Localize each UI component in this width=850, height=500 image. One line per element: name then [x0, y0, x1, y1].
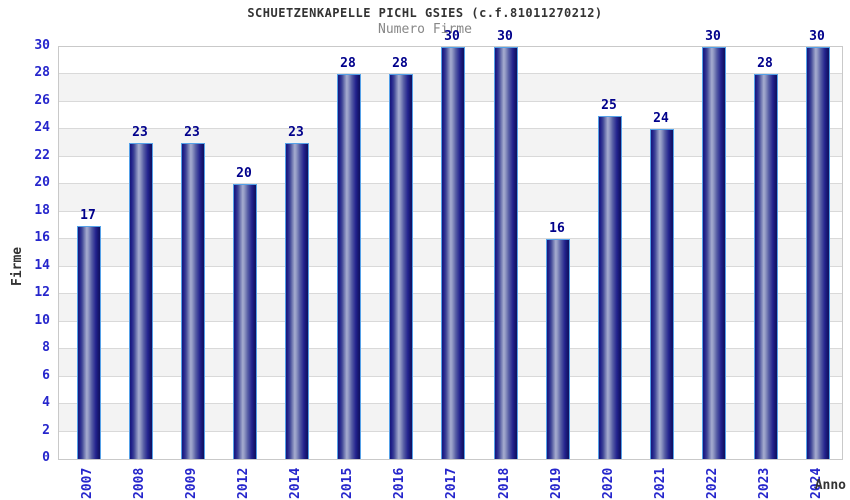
y-tick-4: 4	[42, 395, 50, 410]
x-axis-title: Anno	[814, 478, 846, 493]
x-tick-2021: 2021	[653, 467, 668, 499]
x-tick-2020: 2020	[601, 467, 616, 499]
bar-2017	[441, 47, 465, 459]
y-axis-title: Firme	[10, 246, 25, 286]
y-tick-10: 10	[34, 313, 50, 328]
bar-2008	[129, 143, 153, 459]
x-tick-2022: 2022	[705, 467, 720, 499]
x-tick-2023: 2023	[757, 467, 772, 499]
bar-2007	[77, 226, 101, 459]
bar-2009	[181, 143, 205, 459]
y-tick-26: 26	[34, 93, 50, 108]
x-tick-2019: 2019	[549, 467, 564, 499]
y-tick-6: 6	[42, 368, 50, 383]
chart-title: SCHUETZENKAPELLE PICHL GSIES (c.f.810112…	[247, 6, 603, 20]
bar-2024	[806, 47, 830, 459]
bar-2021	[650, 129, 674, 459]
x-tick-2018: 2018	[497, 467, 512, 499]
bar-2020	[598, 116, 622, 459]
bar-2019	[546, 239, 570, 459]
y-tick-0: 0	[42, 450, 50, 465]
y-tick-12: 12	[34, 285, 50, 300]
bar-2018	[494, 47, 518, 459]
y-tick-8: 8	[42, 340, 50, 355]
chart-subtitle: Numero Firme	[378, 22, 472, 37]
y-tick-30: 30	[34, 38, 50, 53]
bar-2012	[233, 184, 257, 459]
bar-2014	[285, 143, 309, 459]
x-tick-2012: 2012	[236, 467, 251, 499]
x-tick-2009: 2009	[184, 467, 199, 499]
y-tick-28: 28	[34, 65, 50, 80]
y-tick-22: 22	[34, 148, 50, 163]
bar-2023	[754, 74, 778, 459]
bar-2015	[337, 74, 361, 459]
y-tick-20: 20	[34, 175, 50, 190]
y-tick-24: 24	[34, 120, 50, 135]
x-tick-2015: 2015	[340, 467, 355, 499]
x-tick-2008: 2008	[132, 467, 147, 499]
x-tick-2017: 2017	[444, 467, 459, 499]
x-tick-2016: 2016	[392, 467, 407, 499]
x-tick-2014: 2014	[288, 467, 303, 499]
bar-2022	[702, 47, 726, 459]
x-tick-2007: 2007	[80, 467, 95, 499]
y-tick-2: 2	[42, 423, 50, 438]
plot-area	[58, 46, 843, 460]
bar-2016	[389, 74, 413, 459]
y-tick-18: 18	[34, 203, 50, 218]
